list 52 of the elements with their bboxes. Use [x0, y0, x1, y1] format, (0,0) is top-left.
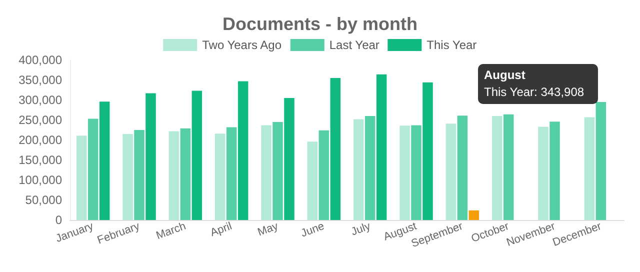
x-tick-label: April [208, 220, 234, 240]
annotation: August This Year: 343,908 [484, 68, 584, 99]
bar [353, 119, 364, 220]
bar [180, 128, 191, 220]
bar [318, 130, 330, 220]
bar [214, 134, 226, 220]
bar [330, 78, 341, 220]
bar [550, 122, 560, 220]
bar [88, 118, 98, 220]
x-tick-label: July [350, 220, 373, 238]
y-tick-label: 200,000 [18, 133, 62, 147]
bar [411, 125, 422, 220]
x-tick-label: May [256, 220, 280, 239]
bar [238, 81, 248, 220]
legend-label: This Year [426, 38, 477, 52]
bar [76, 136, 87, 220]
bar [492, 116, 502, 220]
bar [446, 124, 456, 220]
legend-label: Two Years Ago [202, 38, 282, 52]
legend-label: Last Year [329, 38, 380, 52]
bar [99, 102, 110, 220]
y-tick-label: 400,000 [18, 53, 62, 67]
bar [400, 126, 410, 220]
y-tick-label: 150,000 [18, 153, 62, 167]
bar [226, 127, 237, 220]
y-tick-label: 250,000 [18, 113, 62, 127]
x-tick-label: June [299, 220, 326, 240]
bar [192, 90, 202, 220]
y-tick-label: 100,000 [18, 173, 62, 187]
bar [307, 142, 318, 220]
bar [146, 93, 156, 220]
bar [468, 210, 480, 220]
chart-title: Documents - by month [222, 14, 418, 34]
bar [376, 74, 387, 220]
x-tick-label: March [154, 220, 188, 242]
bar [503, 114, 514, 220]
bar [168, 131, 180, 220]
bar [134, 130, 144, 220]
bar [261, 125, 272, 220]
y-tick-label: 300,000 [18, 93, 62, 107]
y-tick-label: 0 [55, 213, 62, 227]
y-tick-label: 350,000 [18, 73, 62, 87]
bar [584, 117, 595, 220]
bar [122, 134, 133, 220]
bar [272, 122, 283, 220]
bar [596, 102, 606, 220]
bar [422, 82, 433, 220]
bar [457, 116, 468, 220]
bar [364, 116, 376, 220]
y-tick-label: 50,000 [25, 193, 62, 207]
bar [284, 98, 294, 220]
bar [538, 126, 548, 220]
